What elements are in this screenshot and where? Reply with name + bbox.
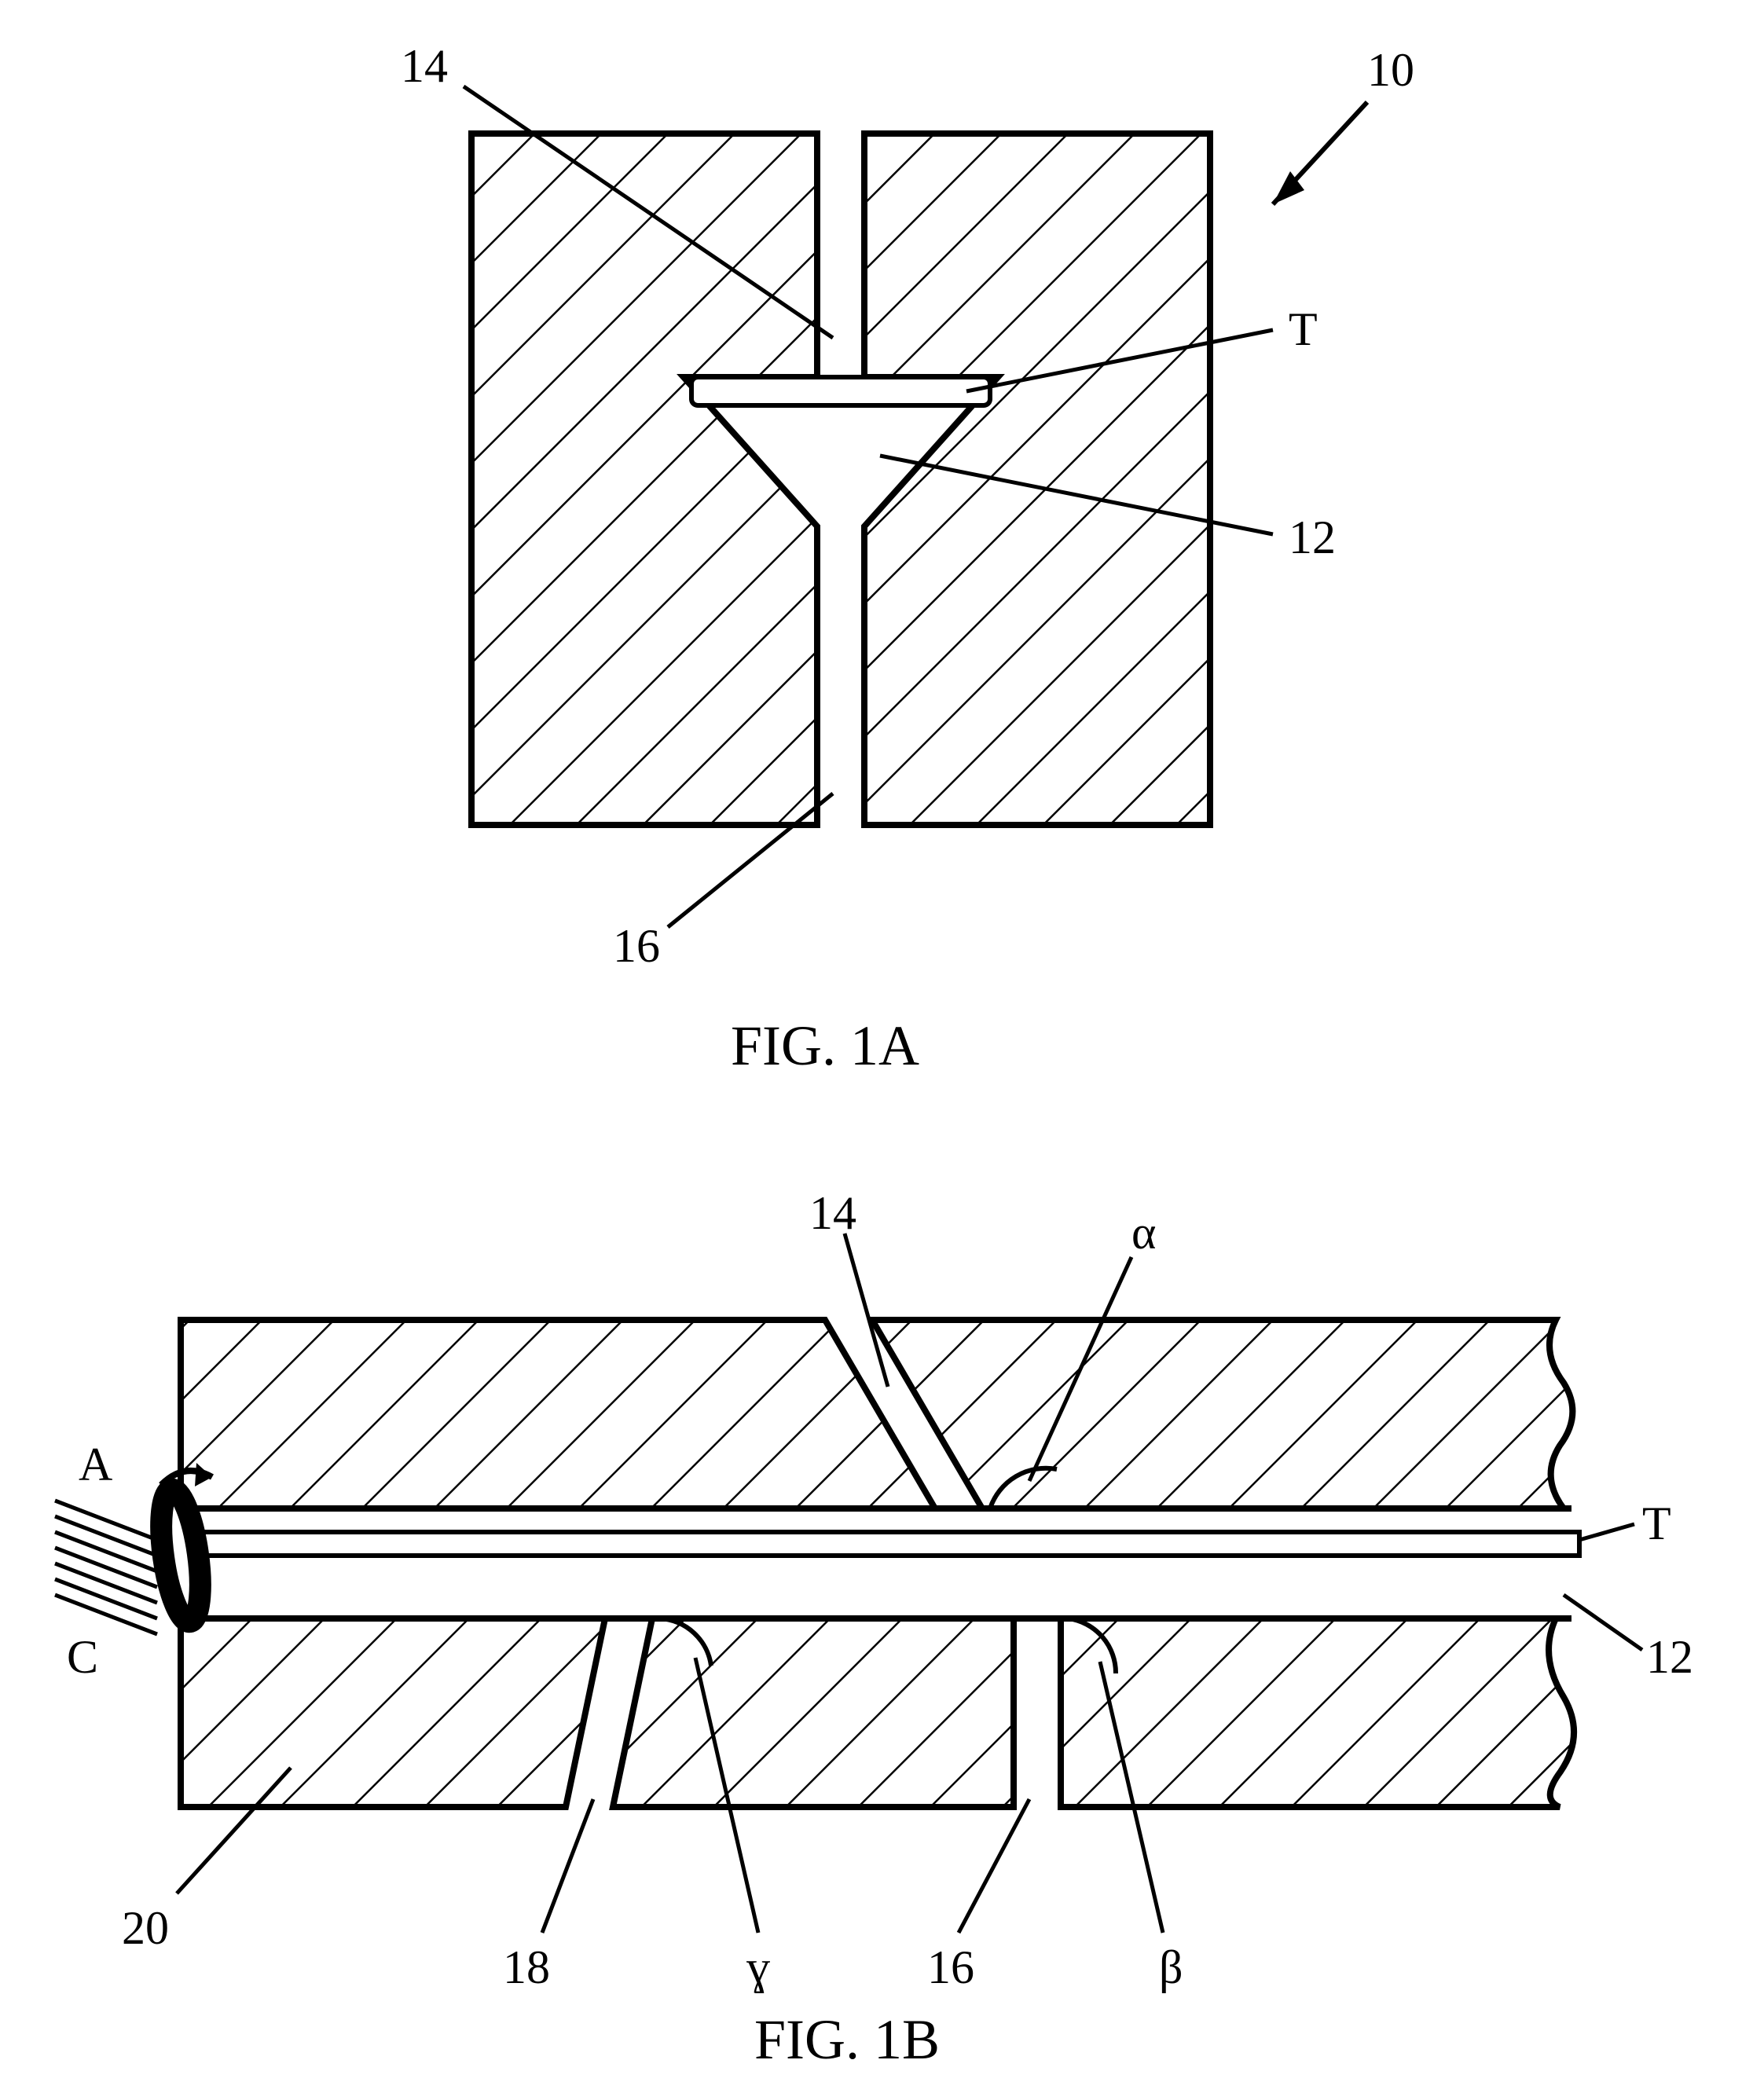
- fig-b-label-beta: β: [1159, 1941, 1183, 1995]
- fig-a-label-T: T: [1289, 302, 1318, 357]
- fig-b-label-12: 12: [1646, 1630, 1693, 1684]
- fig-b-caption: FIG. 1B: [754, 2007, 940, 2073]
- fig-b-leader-T: [1579, 1524, 1634, 1540]
- fig-a-section-left: [471, 134, 817, 825]
- fig-1a-svg: [0, 0, 1764, 1100]
- fig-b-lower-seg1: [181, 1618, 605, 1807]
- fig-b-coil: [55, 1501, 157, 1634]
- fig-a-tablet: [691, 377, 990, 405]
- fig-b-tablet: [196, 1532, 1579, 1556]
- fig-b-label-A: A: [79, 1438, 112, 1492]
- fig-b-leader-18: [542, 1799, 593, 1933]
- fig-b-leader-16: [959, 1799, 1029, 1933]
- fig-a-caption: FIG. 1A: [731, 1014, 919, 1079]
- fig-b-label-20: 20: [122, 1901, 169, 1956]
- fig-b-label-C: C: [67, 1630, 98, 1684]
- fig-a-label-12: 12: [1289, 511, 1336, 565]
- fig-a-label-16: 16: [613, 919, 660, 973]
- fig-1b-svg: [0, 1147, 1764, 2090]
- fig-b-label-16: 16: [927, 1941, 974, 1995]
- fig-b-label-T: T: [1642, 1497, 1671, 1551]
- fig-b-upper-left: [181, 1320, 935, 1508]
- fig-b-upper-right: [872, 1320, 1572, 1508]
- fig-b-label-alpha: α: [1131, 1206, 1156, 1260]
- fig-b-label-18: 18: [503, 1941, 550, 1995]
- fig-a-section-right: [864, 134, 1210, 825]
- fig-b-lower-seg2: [613, 1618, 1014, 1807]
- fig-b-leader-12: [1564, 1595, 1642, 1650]
- fig-b-label-gamma: ɣ: [746, 1941, 770, 1995]
- fig-a-ref10-arrow: [1273, 102, 1367, 204]
- fig-a-label-10: 10: [1367, 43, 1414, 97]
- fig-b-label-14: 14: [809, 1186, 856, 1241]
- fig-b-lower-seg3: [1061, 1618, 1574, 1807]
- fig-a-label-14: 14: [401, 39, 448, 93]
- page: 14 10 T 12 16 FIG. 1A: [0, 0, 1764, 2093]
